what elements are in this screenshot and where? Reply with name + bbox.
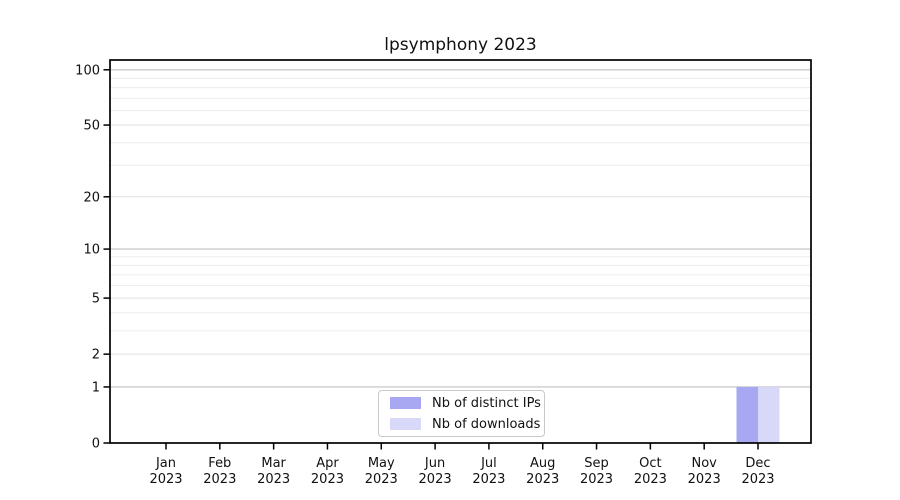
x-tick-label-month-jun: Jun: [424, 456, 445, 471]
x-tick-label-month-nov: Nov: [691, 456, 717, 471]
x-tick-label-month-feb: Feb: [208, 456, 231, 471]
x-tick-label-month-jul: Jul: [480, 456, 497, 471]
legend-swatch-distinct-ips: [390, 397, 421, 409]
y-tick-label-0: 0: [92, 437, 100, 452]
legend-swatch-downloads: [390, 418, 421, 430]
x-tick-label-year-dec: 2023: [741, 472, 774, 487]
x-tick-label-month-dec: Dec: [745, 456, 770, 471]
x-tick-label-month-aug: Aug: [530, 456, 555, 471]
y-tick-label-100: 100: [75, 63, 100, 78]
y-tick-label-20: 20: [83, 190, 100, 205]
chart-title: lpsymphony 2023: [384, 35, 537, 55]
bar-dec-downloads: [758, 386, 780, 443]
plot-frame: [109, 59, 812, 444]
y-tick-label-1: 1: [92, 380, 100, 395]
x-tick-label-month-sep: Sep: [584, 456, 609, 471]
x-tick-label-month-jan: Jan: [155, 456, 176, 471]
x-tick-label-month-apr: Apr: [316, 456, 339, 471]
x-tick-label-year-jun: 2023: [419, 472, 452, 487]
x-tick-label-year-jul: 2023: [472, 472, 505, 487]
x-tick-label-year-oct: 2023: [634, 472, 667, 487]
y-tick-label-2: 2: [92, 348, 100, 363]
y-tick-label-10: 10: [83, 243, 100, 258]
bar-dec-distinct-ips: [736, 386, 758, 443]
x-tick-label-month-may: May: [368, 456, 395, 471]
y-tick-label-5: 5: [92, 292, 100, 307]
x-tick-label-year-sep: 2023: [580, 472, 613, 487]
x-tick-label-month-mar: Mar: [261, 456, 286, 471]
x-tick-label-year-nov: 2023: [688, 472, 721, 487]
x-tick-label-year-apr: 2023: [311, 472, 344, 487]
x-tick-label-year-feb: 2023: [203, 472, 236, 487]
x-tick-label-year-may: 2023: [365, 472, 398, 487]
legend-label-distinct-ips: Nb of distinct IPs: [432, 395, 541, 411]
legend-item-downloads: Nb of downloads: [390, 415, 544, 433]
legend: Nb of distinct IPs Nb of downloads: [378, 390, 545, 437]
x-tick-label-month-oct: Oct: [639, 456, 661, 471]
y-tick-label-50: 50: [83, 119, 100, 134]
legend-label-downloads: Nb of downloads: [432, 416, 541, 432]
x-tick-label-year-mar: 2023: [257, 472, 290, 487]
legend-item-distinct-ips: Nb of distinct IPs: [390, 394, 544, 412]
x-tick-label-year-aug: 2023: [526, 472, 559, 487]
x-tick-label-year-jan: 2023: [149, 472, 182, 487]
